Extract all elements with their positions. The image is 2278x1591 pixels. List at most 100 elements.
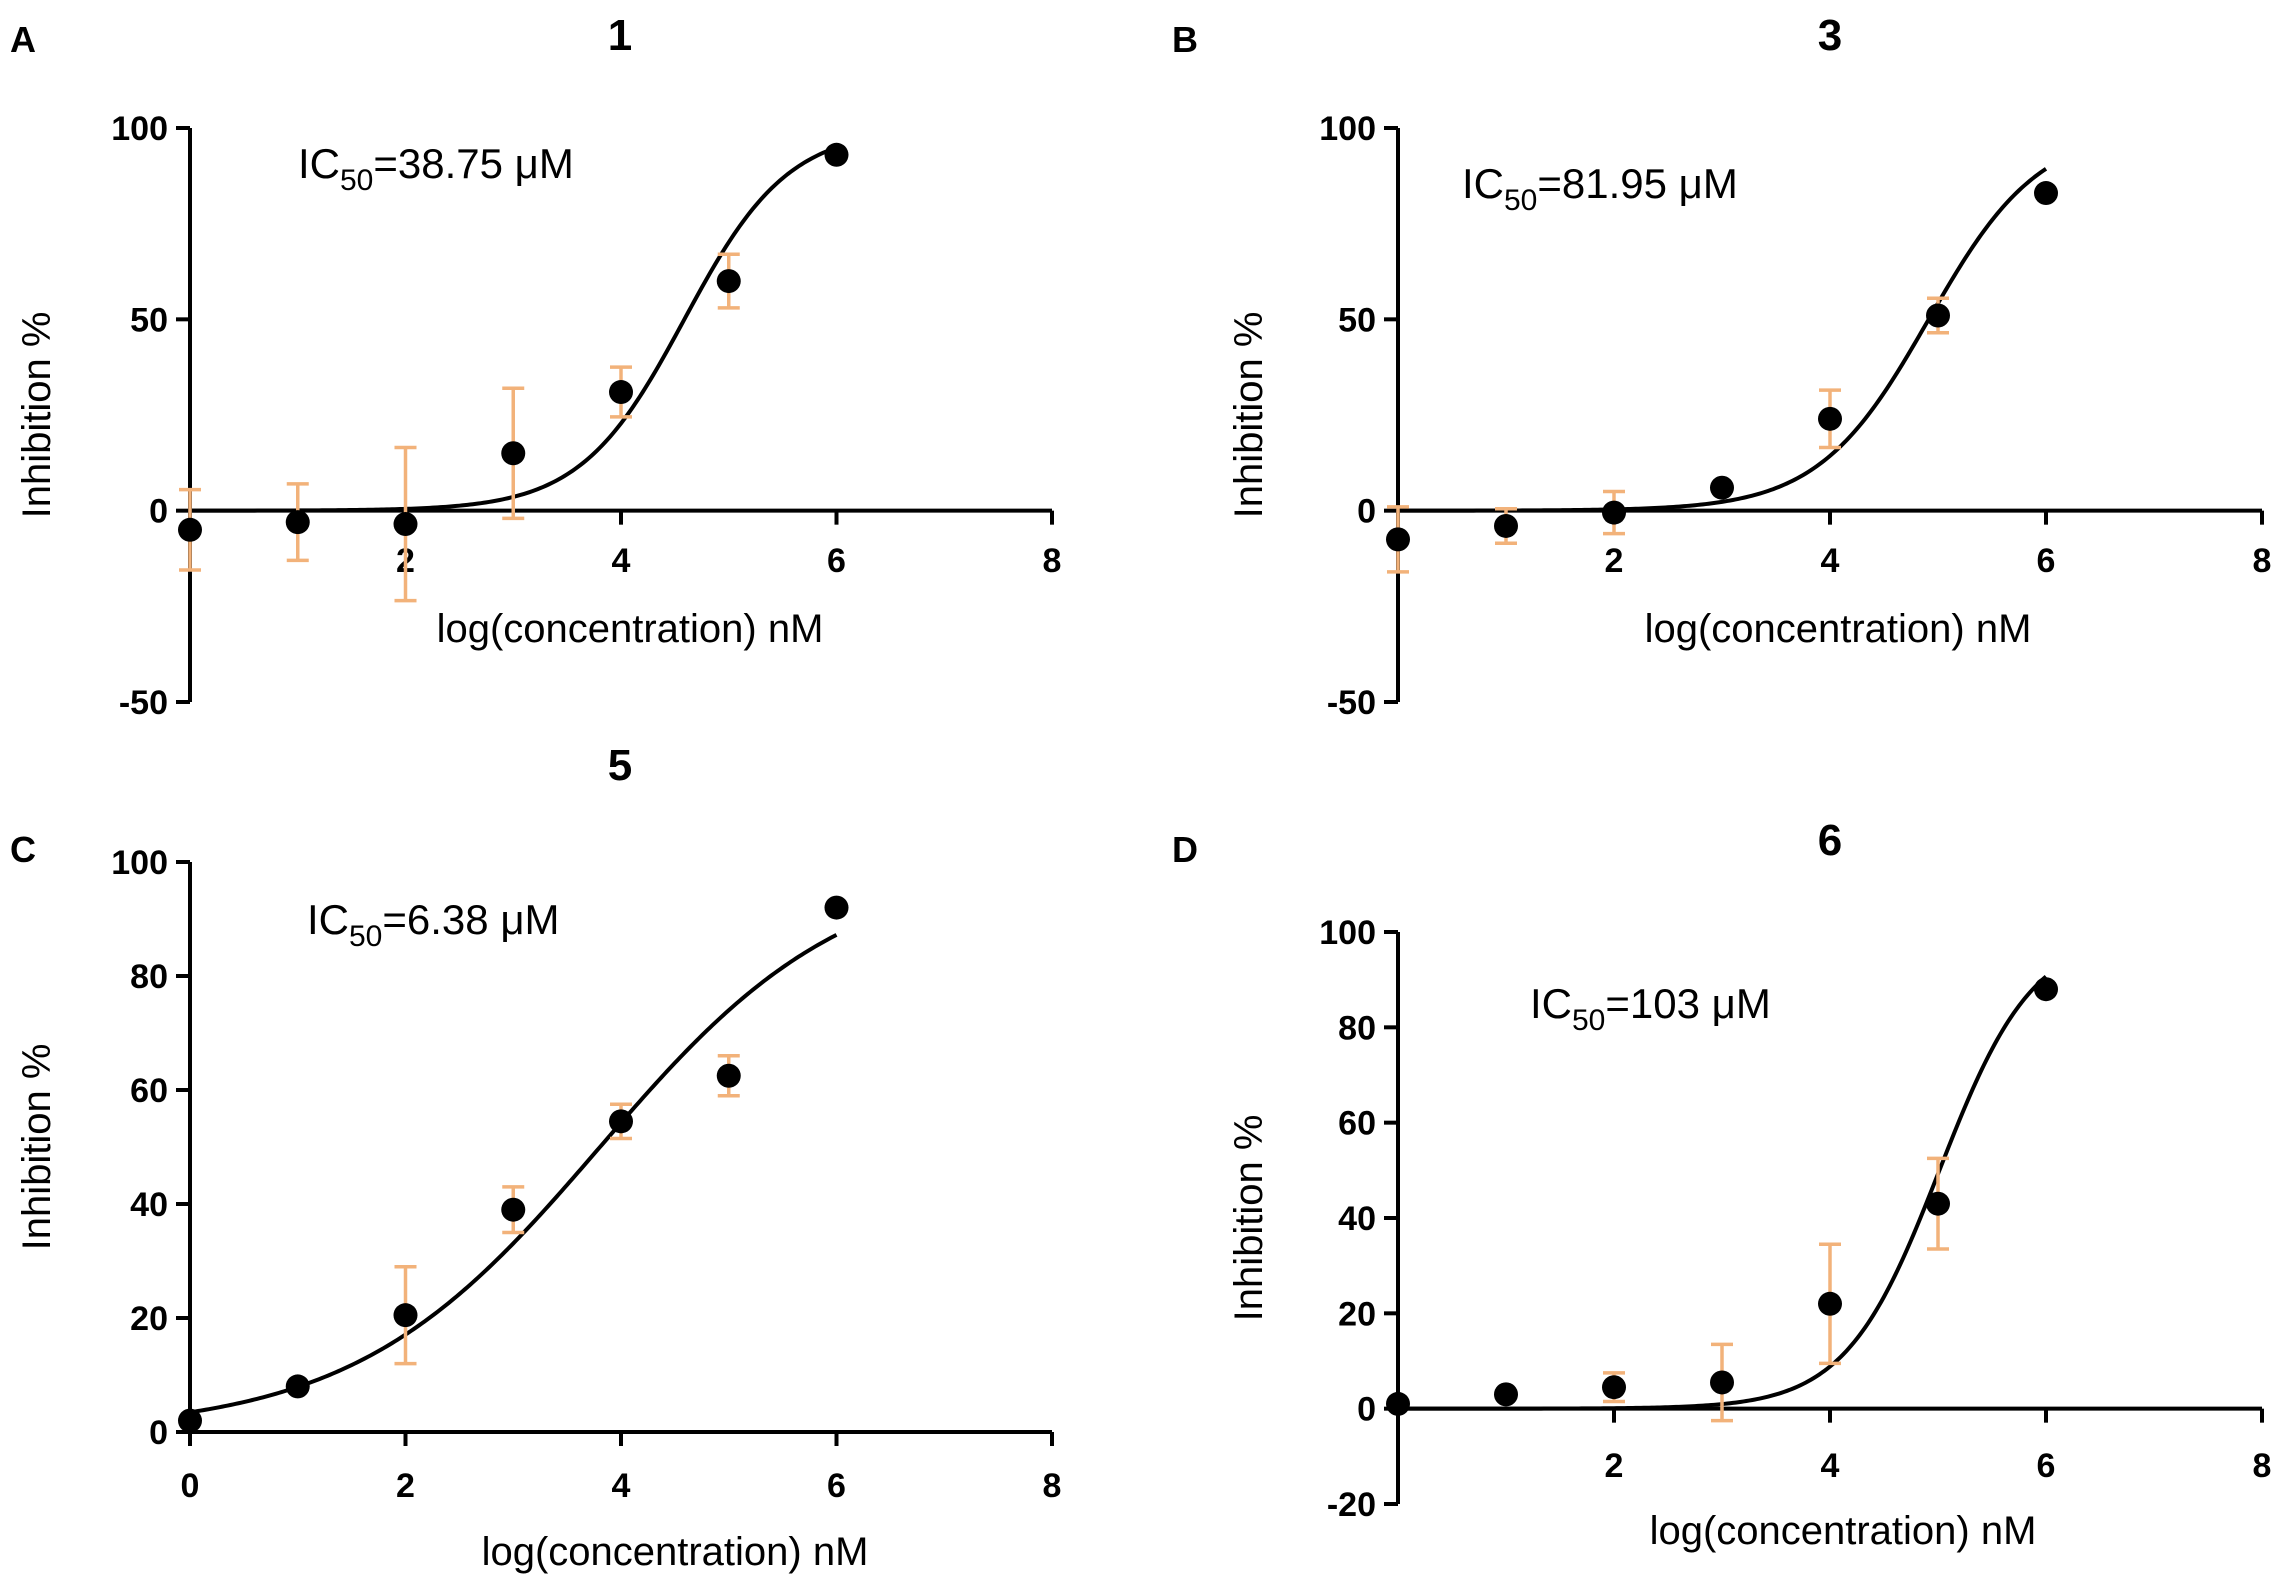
ic50-subscript: 50 — [349, 920, 382, 953]
data-point — [609, 380, 633, 405]
y-tick-label: 50 — [130, 301, 168, 339]
y-tick-label: 60 — [1338, 1105, 1376, 1143]
ic50-prefix: IC — [1462, 160, 1504, 207]
y-tick-label: 0 — [1357, 1391, 1376, 1429]
x-tick-label: 2 — [1605, 1447, 1624, 1485]
panel-letter-d: D — [1172, 829, 1198, 870]
y-tick-label: 40 — [1338, 1200, 1376, 1238]
x-tick-label: 8 — [1043, 542, 1062, 580]
ic50-subscript: 50 — [340, 164, 373, 197]
ic50-value: =103 μM — [1605, 980, 1770, 1027]
data-point — [2034, 181, 2058, 206]
x-tick-label: 4 — [612, 1467, 631, 1505]
chart-title: 6 — [1818, 816, 1842, 865]
data-point — [501, 1197, 526, 1222]
x-tick-label: 4 — [1821, 542, 1840, 580]
y-tick-label: 80 — [1338, 1009, 1376, 1047]
y-tick-label: 0 — [149, 1414, 168, 1452]
chart-title: 3 — [1818, 11, 1842, 60]
y-tick-label: -50 — [1327, 684, 1376, 722]
y-tick-label: 50 — [1338, 301, 1376, 339]
y-tick-label: 20 — [130, 1300, 168, 1338]
y-tick-label: 60 — [130, 1072, 168, 1110]
data-point — [178, 1408, 202, 1433]
y-tick-label: 100 — [111, 110, 168, 148]
ic50-value: =81.95 μM — [1537, 160, 1737, 207]
ic50-annotation: IC50=6.38 μM — [307, 896, 560, 953]
ic50-value: =38.75 μM — [373, 140, 573, 187]
data-point — [285, 1374, 310, 1399]
data-point — [1386, 527, 1410, 552]
y-axis-label: Inhibition % — [15, 312, 59, 519]
x-axis-label: log(concentration) nM — [437, 607, 824, 651]
y-tick-label: 40 — [130, 1186, 168, 1224]
y-axis-label: Inhibition % — [1227, 312, 1271, 519]
x-axis-label: log(concentration) nM — [1650, 1509, 2037, 1553]
ic50-value: =6.38 μM — [382, 896, 559, 943]
ic50-prefix: IC — [1530, 980, 1572, 1027]
chart-title: 1 — [608, 11, 632, 60]
data-point — [1818, 406, 1842, 431]
data-point — [1602, 1375, 1626, 1400]
y-axis-label: Inhibition % — [1227, 1115, 1271, 1322]
y-tick-label: 80 — [130, 958, 168, 996]
x-tick-label: 6 — [2037, 542, 2056, 580]
y-tick-label: 100 — [1319, 914, 1376, 952]
ic50-annotation: IC50=38.75 μM — [298, 140, 574, 197]
data-point — [285, 510, 310, 535]
data-point — [1818, 1291, 1842, 1316]
y-axis-label: Inhibition % — [15, 1044, 59, 1251]
ic50-subscript: 50 — [1504, 184, 1537, 217]
data-point — [824, 142, 849, 167]
chart-panel-d: 6 -20 0 20 40 60 80 100 2 4 6 8 log(concentration) n… — [1227, 816, 2271, 1553]
data-point — [1926, 1191, 1950, 1216]
data-point — [824, 895, 849, 920]
ic50-subscript: 50 — [1572, 1004, 1605, 1037]
ic50-annotation: IC50=103 μM — [1530, 980, 1771, 1037]
y-tick-label: -20 — [1327, 1486, 1376, 1524]
chart-title: 5 — [608, 741, 632, 790]
data-point — [609, 1109, 633, 1134]
data-point — [1494, 1382, 1518, 1407]
chart-panel-b: 3 -50 0 50 100 2 4 6 8 log(concentration) nM Inhib… — [1227, 11, 2271, 722]
data-point — [716, 1063, 741, 1088]
y-tick-label: 0 — [1357, 493, 1376, 531]
data-point — [178, 517, 202, 542]
fit-curve — [189, 933, 838, 1415]
y-tick-label: 100 — [1319, 110, 1376, 148]
x-tick-label: 6 — [2037, 1447, 2056, 1485]
panel-letter-c: C — [10, 829, 36, 870]
data-point — [2034, 977, 2058, 1002]
data-point — [501, 441, 526, 466]
data-point — [1494, 513, 1518, 538]
data-point — [1386, 1391, 1410, 1416]
x-tick-label: 8 — [2253, 1447, 2272, 1485]
data-point — [1602, 500, 1626, 525]
data-point — [1710, 1370, 1734, 1395]
panel-letter-b: B — [1172, 19, 1198, 60]
x-tick-label: 2 — [396, 1467, 415, 1505]
data-point — [393, 1303, 418, 1328]
x-tick-label: 4 — [1821, 1447, 1840, 1485]
fit-curve — [1398, 167, 2048, 513]
x-tick-label: 6 — [827, 542, 846, 580]
panel-letter-a: A — [10, 19, 36, 60]
ic50-prefix: IC — [298, 140, 340, 187]
data-point — [393, 512, 418, 537]
x-tick-label: 8 — [2253, 542, 2272, 580]
y-tick-label: 0 — [149, 493, 168, 531]
x-axis-label: log(concentration) nM — [1645, 607, 2032, 651]
x-axis-label: log(concentration) nM — [482, 1530, 869, 1574]
x-tick-label: 6 — [827, 1467, 846, 1505]
ic50-annotation: IC50=81.95 μM — [1462, 160, 1738, 217]
x-tick-label: 0 — [181, 1467, 200, 1505]
data-point — [1926, 303, 1950, 328]
y-tick-label: 20 — [1338, 1295, 1376, 1333]
x-tick-label: 8 — [1043, 1467, 1062, 1505]
x-tick-label: 2 — [1605, 542, 1624, 580]
x-tick-label: 4 — [612, 542, 631, 580]
